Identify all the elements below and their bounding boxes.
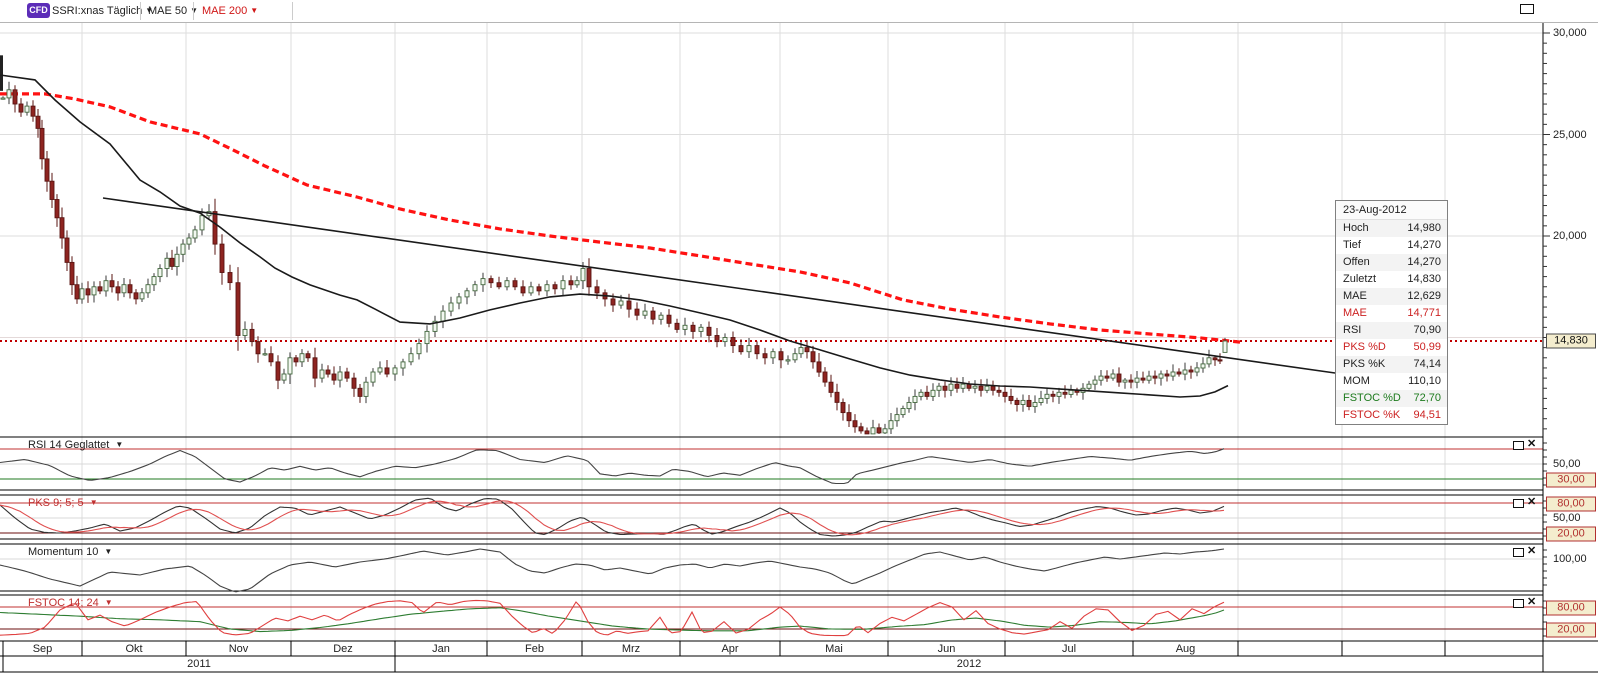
month-label: Mrz xyxy=(621,643,641,655)
indicator-level-label: 50,00 xyxy=(1553,512,1581,524)
pks-d-line xyxy=(0,500,1225,536)
price-axis-label: 30,000 xyxy=(1553,27,1587,39)
rsi-line xyxy=(0,448,1225,485)
year-label: 2011 xyxy=(187,658,211,670)
tooltip-row: Tief 14,270 xyxy=(1343,239,1441,251)
panel-close-icon-fstoc[interactable]: ✕ xyxy=(1527,596,1537,608)
year-label: 2012 xyxy=(956,658,982,670)
chevron-down-icon: ▼ xyxy=(104,547,113,556)
month-label: Aug xyxy=(1175,643,1196,655)
chevron-down-icon: ▼ xyxy=(190,6,199,15)
tooltip-row: PKS %K 74,14 xyxy=(1336,356,1447,373)
tooltip-row: Offen 14,270 xyxy=(1336,254,1447,271)
month-label: Jun xyxy=(937,643,956,655)
indicator-level-badge: 30,00 xyxy=(1546,472,1596,487)
panel-restore-icon-rsi[interactable] xyxy=(1513,441,1524,450)
tooltip-date: 23-Aug-2012 xyxy=(1336,201,1447,220)
price-axis-label: 20,000 xyxy=(1553,230,1587,242)
mae50-line xyxy=(0,74,1229,398)
indicator-level-label: 100,00 xyxy=(1553,553,1587,565)
chevron-down-icon: ▼ xyxy=(145,6,154,15)
toolbar-separator xyxy=(140,2,141,20)
panel-close-icon-mom[interactable]: ✕ xyxy=(1527,545,1537,557)
month-label: Nov xyxy=(228,643,249,655)
data-tooltip: 23-Aug-2012 Hoch 14,980 Tief 14,270 Offen 14,… xyxy=(1335,200,1448,425)
chevron-down-icon: ▼ xyxy=(104,598,113,607)
indicator-level-badge: 20,00 xyxy=(1546,622,1596,637)
tooltip-row: FSTOC %D 72,70 xyxy=(1336,390,1447,407)
month-label xyxy=(1238,643,1342,655)
mae200-line xyxy=(0,92,1241,344)
mae200-dropdown[interactable]: MAE 200 ▼ xyxy=(202,5,259,17)
tooltip-row: FSTOC %K 94,51 xyxy=(1343,409,1441,421)
indicator-title-mom[interactable]: Momentum 10 ▼ xyxy=(28,546,113,558)
panel-restore-icon-fstoc[interactable] xyxy=(1513,599,1524,608)
symbol-dropdown[interactable]: SSRI:xnas Täglich ▼ xyxy=(52,5,154,17)
month-label: Jan xyxy=(432,643,450,655)
chevron-down-icon: ▼ xyxy=(89,498,98,507)
panel-restore-icon-pks[interactable] xyxy=(1513,499,1524,508)
fstoc-k-line xyxy=(0,599,1225,637)
last-price-badge: 14,830 xyxy=(1546,333,1596,349)
month-label: Dez xyxy=(333,643,353,655)
momentum-line xyxy=(0,548,1225,593)
fstoc-d-line xyxy=(0,607,1225,633)
toolbar-separator xyxy=(193,2,194,20)
chevron-down-icon: ▼ xyxy=(250,6,259,15)
panel-close-icon-rsi[interactable]: ✕ xyxy=(1527,438,1537,450)
month-label xyxy=(1342,643,1445,655)
tooltip-row: MAE 12,629 xyxy=(1336,288,1447,305)
month-label: Feb xyxy=(525,643,544,655)
panel-restore-icon-mom[interactable] xyxy=(1513,548,1524,557)
toolbar-separator xyxy=(292,2,293,20)
tooltip-row: PKS %D 50,99 xyxy=(1343,341,1441,353)
month-label xyxy=(1445,643,1543,655)
indicator-level-label: 50,00 xyxy=(1553,458,1581,470)
indicator-title-rsi[interactable]: RSI 14 Geglattet ▼ xyxy=(28,439,124,451)
trendline[interactable] xyxy=(102,197,1336,374)
mae50-dropdown[interactable]: MAE 50 ▼ xyxy=(148,5,199,17)
month-label: Jul xyxy=(1061,643,1077,655)
indicator-level-badge: 80,00 xyxy=(1546,600,1596,615)
panel-close-icon-pks[interactable]: ✕ xyxy=(1527,496,1537,508)
tooltip-row: Zuletzt 14,830 xyxy=(1343,273,1441,285)
gridlines xyxy=(0,23,1543,641)
tooltip-row: RSI 70,90 xyxy=(1336,322,1447,339)
candlestick-series xyxy=(0,55,1228,435)
tooltip-row: Hoch 14,980 xyxy=(1336,220,1447,237)
month-label: Apr xyxy=(721,643,739,655)
price-axis-label: 25,000 xyxy=(1553,128,1587,141)
toolbar: CFD SSRI:xnas Täglich ▼ MAE 50 ▼ MAE 200 ▼ xyxy=(0,0,1598,23)
pks-k-line xyxy=(0,497,1225,537)
restore-window-icon[interactable] xyxy=(1520,4,1534,14)
indicator-level-badge: 20,00 xyxy=(1546,526,1596,541)
month-label: Okt xyxy=(125,643,143,655)
indicator-title-fstoc[interactable]: FSTOC 14; 24 ▼ xyxy=(28,597,113,609)
indicator-title-pks[interactable]: PKS 9; 5; 5 ▼ xyxy=(28,497,98,509)
tooltip-row: MOM 110,10 xyxy=(1343,375,1441,387)
indicator-level-badge: 80,00 xyxy=(1546,496,1596,511)
cfd-badge: CFD xyxy=(27,3,50,18)
chevron-down-icon: ▼ xyxy=(115,440,124,449)
month-label: Mai xyxy=(825,643,843,655)
month-label: Sep xyxy=(32,643,53,655)
tooltip-row: MAE 14,771 xyxy=(1343,307,1441,319)
